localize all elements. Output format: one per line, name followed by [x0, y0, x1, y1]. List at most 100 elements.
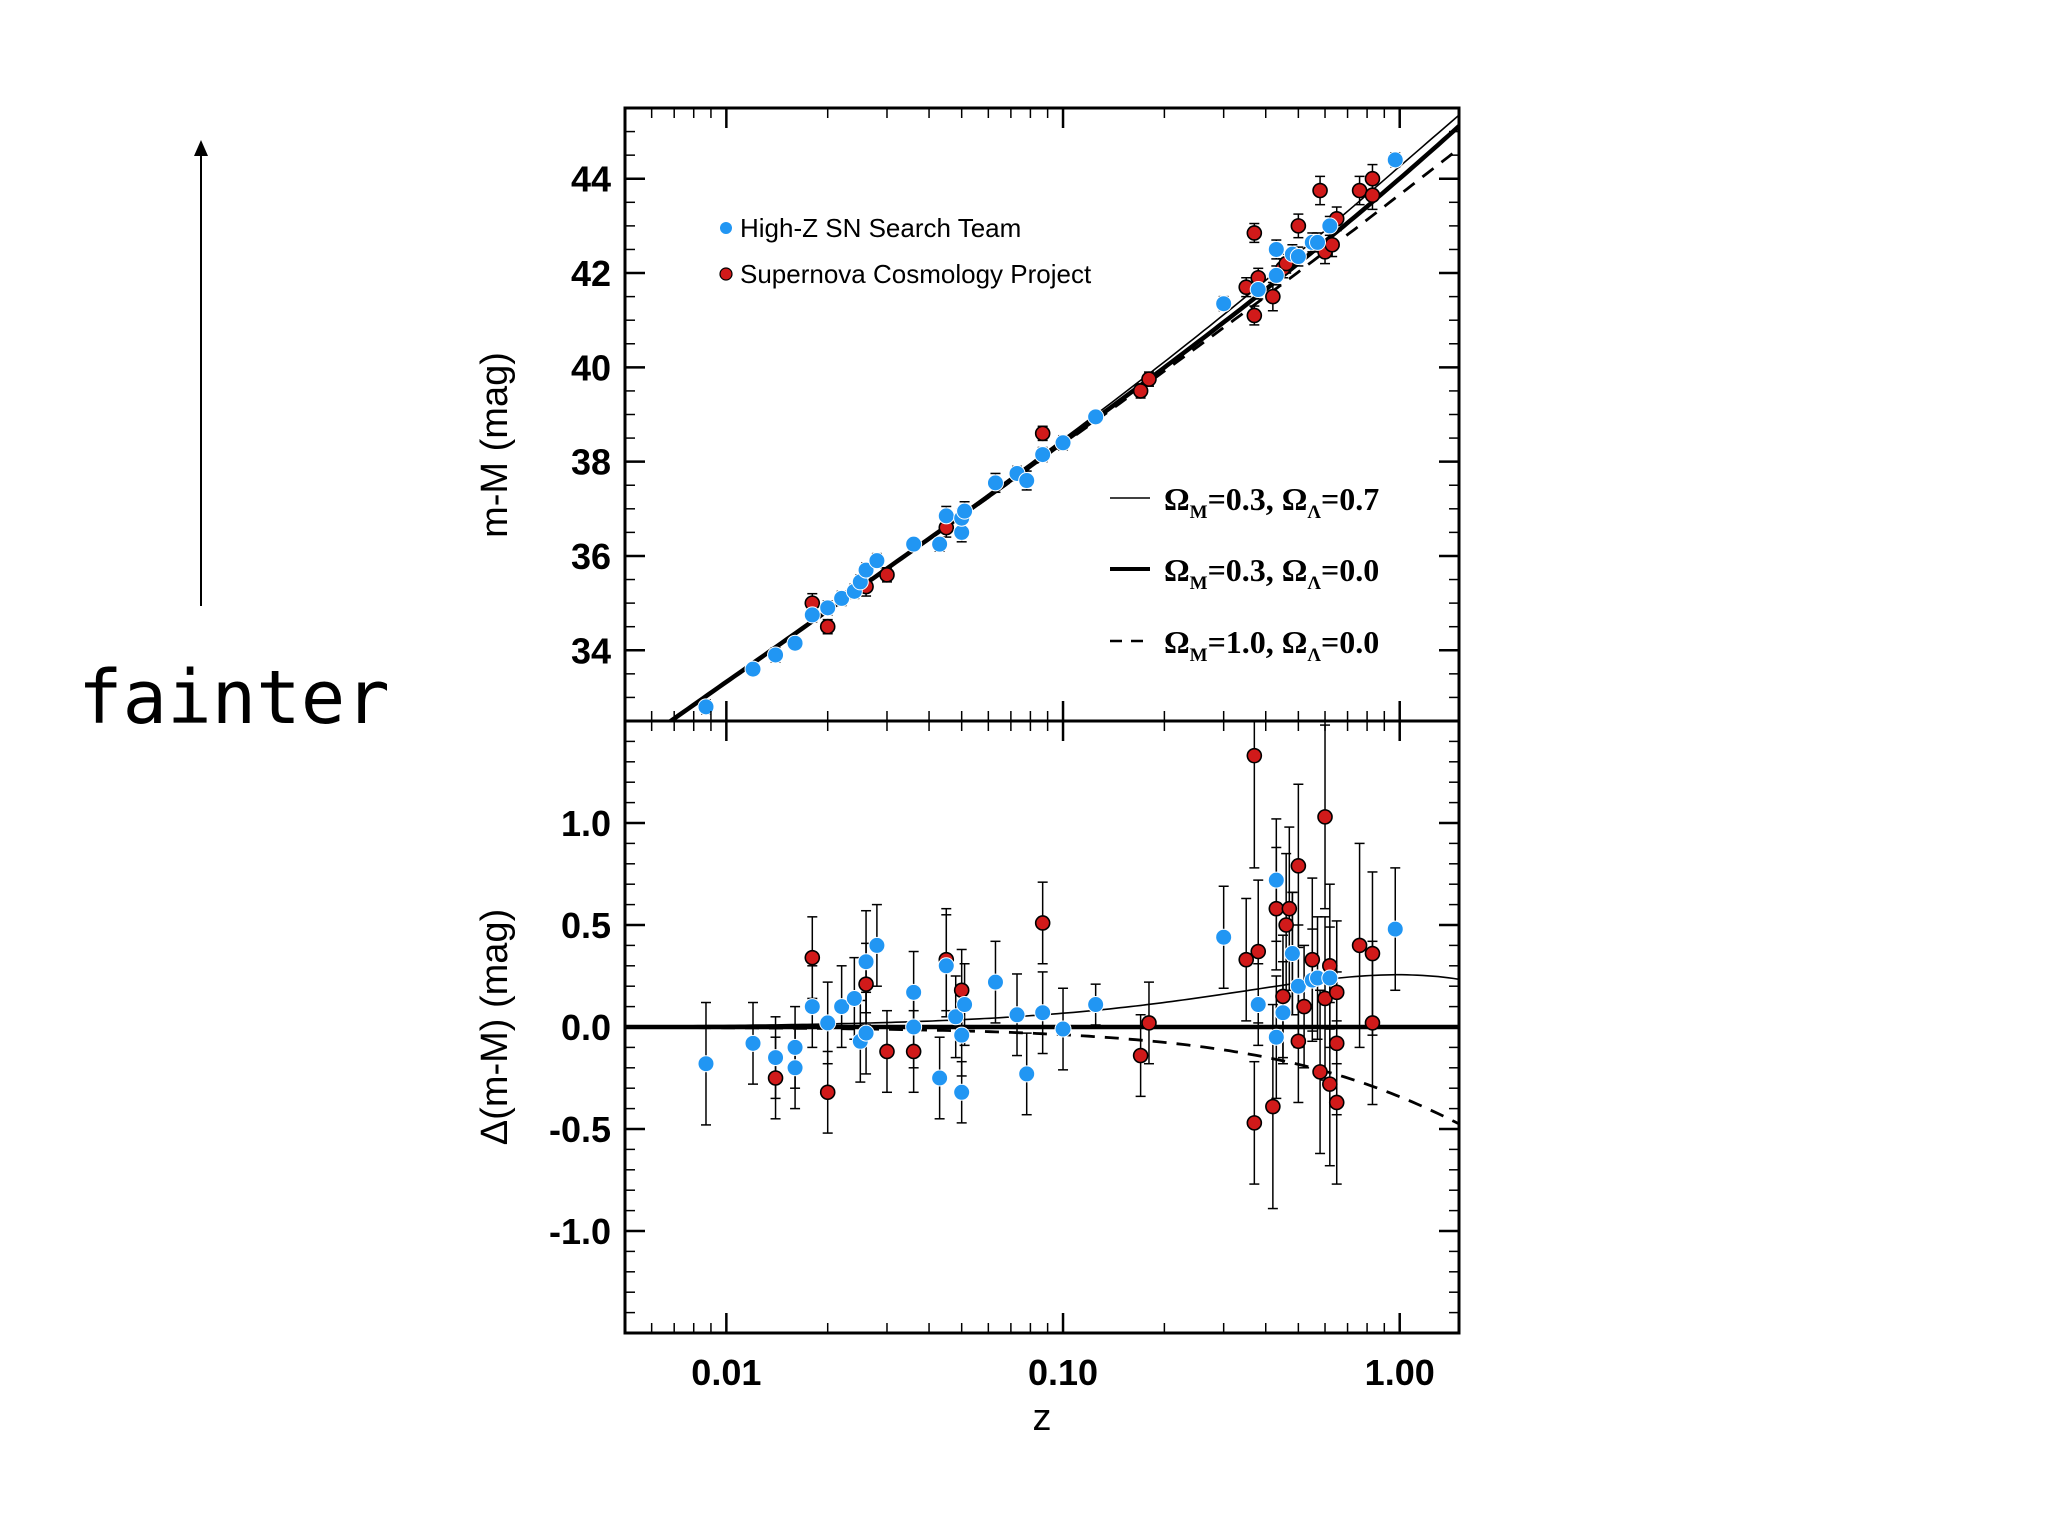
point-scp — [905, 1043, 922, 1060]
point-scp — [1312, 1064, 1328, 1080]
point-high-z — [786, 634, 804, 652]
model-legend: ΩM=0.3, ΩΛ=0.7 ΩM=0.3, ΩΛ=0.0 ΩM=1.0, ΩΛ… — [1110, 481, 1379, 666]
point-high-z — [1274, 1004, 1292, 1022]
point-scp — [819, 1084, 836, 1101]
point-high-z — [1215, 928, 1233, 946]
point-high-z — [1018, 472, 1036, 490]
point-high-z — [1267, 240, 1285, 258]
point-high-z — [1267, 871, 1285, 889]
point-high-z — [947, 1008, 965, 1026]
point-scp — [1290, 218, 1307, 234]
point-high-z — [953, 1083, 971, 1101]
point-high-z — [1321, 969, 1339, 987]
point-scp — [1268, 900, 1285, 917]
point-scp — [1132, 1047, 1149, 1064]
point-scp — [1328, 984, 1345, 1001]
point-high-z — [905, 983, 923, 1001]
point-high-z — [931, 535, 949, 553]
point-scp — [1034, 915, 1051, 931]
point-scp — [1324, 236, 1340, 253]
y-tick-label: -1.0 — [549, 1211, 611, 1252]
model-legend-label-1: ΩM=0.3, ΩΛ=0.7 — [1164, 481, 1379, 523]
model-legend-label-2: ΩM=0.3, ΩΛ=0.0 — [1164, 552, 1379, 594]
point-scp — [1351, 182, 1368, 199]
legend-label-high-z: High-Z SN Search Team — [740, 213, 1021, 243]
point-high-z — [1054, 1020, 1072, 1038]
point-high-z — [833, 589, 851, 607]
point-high-z — [803, 998, 821, 1016]
point-scp — [1281, 900, 1298, 917]
point-high-z — [857, 953, 875, 971]
point-scp — [1275, 988, 1291, 1005]
point-high-z — [819, 1014, 837, 1032]
point-scp — [1317, 809, 1333, 825]
point-high-z — [1249, 996, 1267, 1014]
x-axis-label: z — [1033, 1397, 1052, 1439]
point-scp — [1351, 937, 1368, 954]
point-scp — [1322, 1076, 1338, 1092]
point-high-z — [744, 1034, 762, 1052]
bottom-data-points — [697, 747, 1404, 1131]
point-scp — [1364, 1015, 1381, 1031]
y-tick-label: 1.0 — [561, 803, 611, 844]
point-high-z — [1087, 996, 1105, 1014]
point-high-z — [1034, 446, 1052, 464]
point-scp — [858, 976, 874, 992]
bottom-x-ticks: 0.01 0.10 1.00 — [624, 721, 1435, 1393]
y-tick-label: 42 — [571, 253, 611, 294]
point-high-z — [767, 646, 785, 664]
point-high-z — [819, 599, 837, 617]
point-scp — [953, 982, 970, 999]
top-y-axis-label: m-M (mag) — [474, 352, 516, 538]
point-high-z — [986, 474, 1004, 492]
legend-marker-scp — [719, 267, 733, 281]
y-tick-label: 44 — [571, 159, 611, 200]
point-high-z — [857, 561, 875, 579]
point-scp — [1290, 858, 1307, 874]
point-high-z — [786, 1038, 804, 1056]
point-high-z — [937, 957, 955, 975]
legend-marker-high-z — [720, 222, 732, 234]
top-y-ticks: 34 36 38 40 42 44 — [571, 107, 1459, 722]
y-tick-label: 0.0 — [561, 1007, 611, 1048]
point-high-z — [931, 1069, 949, 1087]
point-high-z — [1289, 977, 1307, 995]
top-panel: 34 36 38 40 42 44 m-M (mag) High-Z SN Search … — [474, 107, 1459, 722]
x-tick-label: 0.01 — [691, 1352, 761, 1393]
point-scp — [1265, 288, 1281, 305]
x-tick-label: 1.00 — [1365, 1352, 1435, 1393]
point-high-z — [744, 660, 762, 678]
bottom-error-bars — [700, 721, 1401, 1210]
point-high-z — [845, 989, 863, 1007]
point-scp — [819, 618, 836, 635]
point-high-z — [868, 936, 886, 954]
point-scp — [804, 949, 821, 966]
point-high-z — [803, 606, 821, 624]
point-high-z — [986, 973, 1004, 991]
fainter-label: fainter — [78, 655, 390, 741]
point-high-z — [1087, 408, 1105, 426]
y-tick-label: 0.5 — [561, 905, 611, 946]
series-legend: High-Z SN Search Team Supernova Cosmolog… — [719, 213, 1092, 289]
point-high-z — [905, 535, 923, 553]
point-high-z — [1309, 233, 1327, 251]
point-scp — [1364, 945, 1381, 962]
point-scp — [1246, 747, 1263, 764]
y-tick-label: 34 — [571, 630, 611, 671]
point-scp — [1278, 917, 1294, 933]
x-tick-label: 0.10 — [1028, 1352, 1098, 1393]
point-high-z — [1283, 945, 1301, 963]
point-scp — [1364, 170, 1381, 187]
point-high-z — [937, 507, 955, 525]
point-high-z — [1249, 281, 1267, 299]
y-tick-label: 38 — [571, 442, 611, 483]
point-high-z — [1289, 248, 1307, 266]
point-scp — [879, 1043, 895, 1060]
point-scp — [1304, 951, 1321, 968]
point-high-z — [1008, 1006, 1026, 1024]
legend-label-scp: Supernova Cosmology Project — [740, 259, 1092, 289]
point-high-z — [1386, 920, 1404, 938]
point-high-z — [1321, 217, 1339, 235]
point-scp — [1250, 943, 1267, 960]
point-high-z — [1386, 151, 1404, 169]
